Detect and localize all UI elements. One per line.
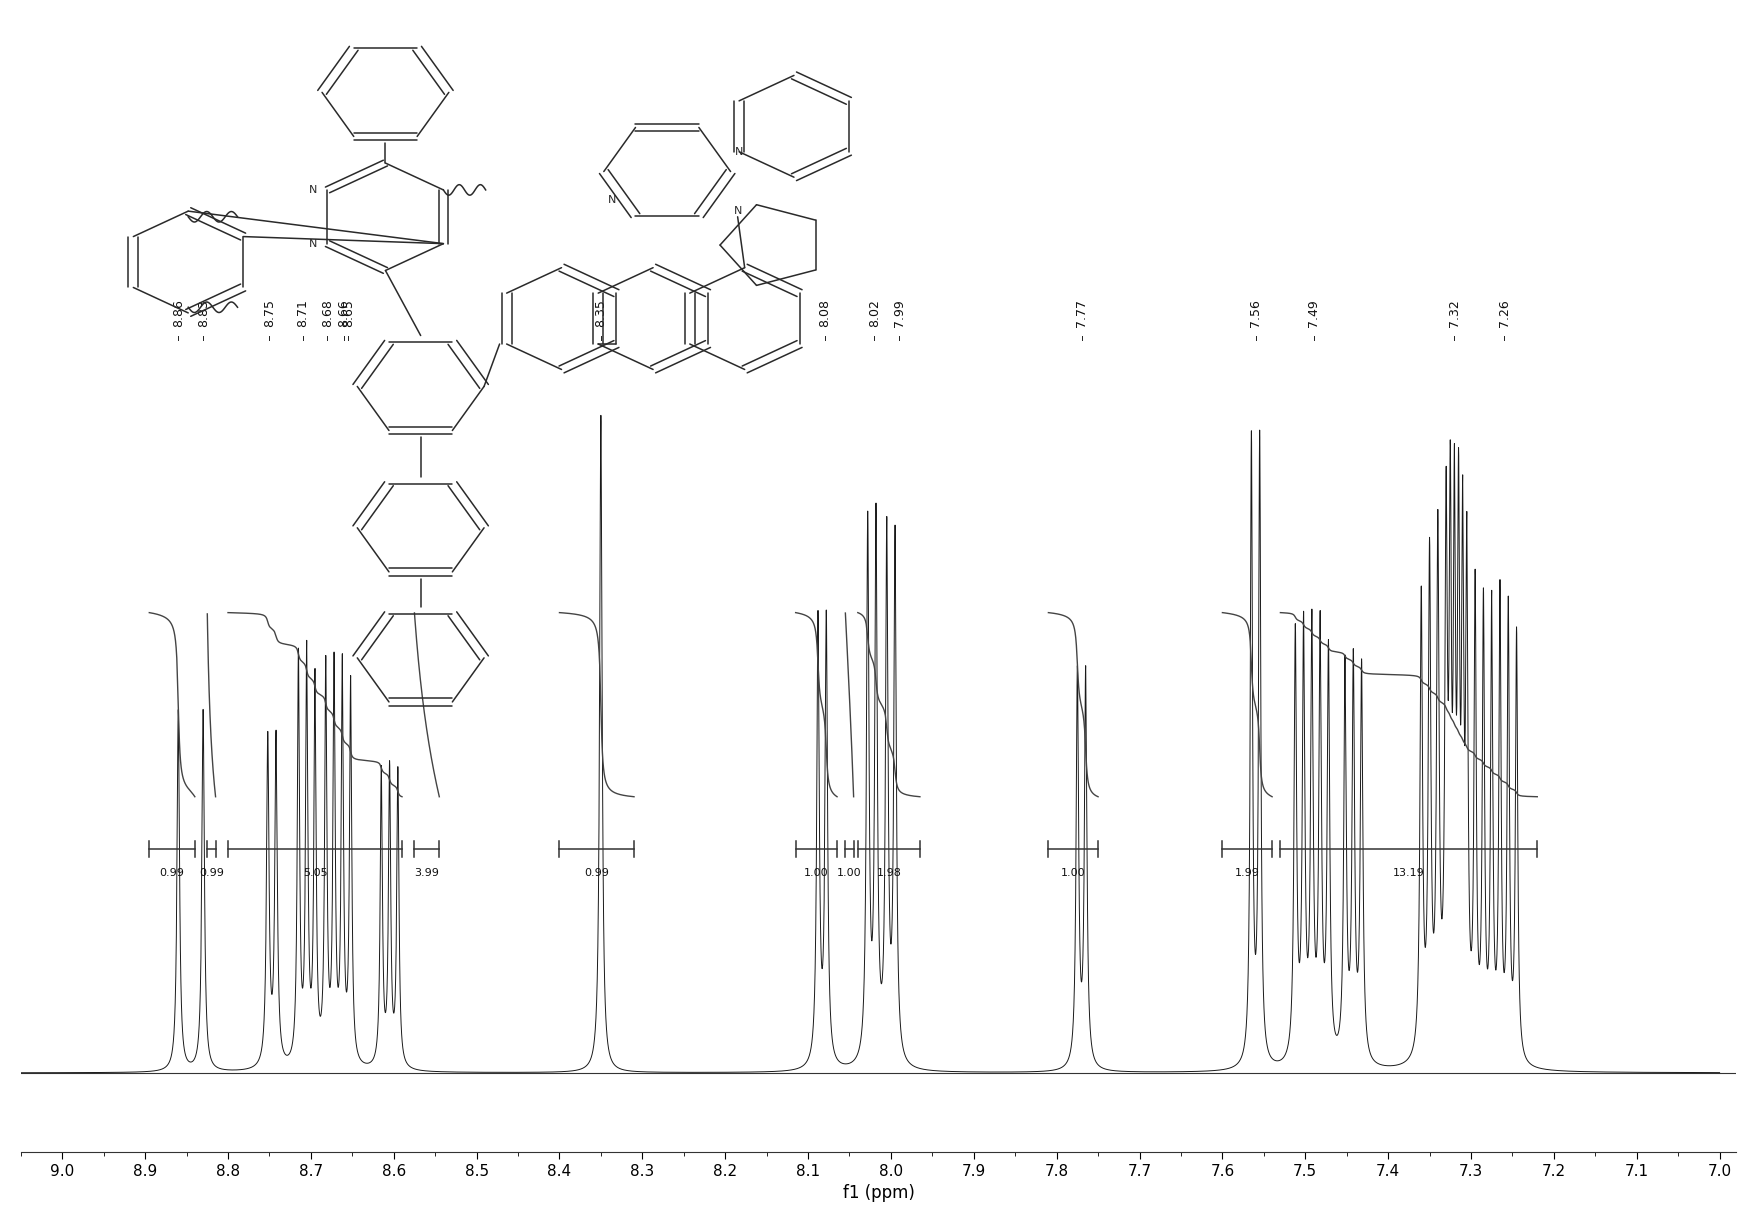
Text: 8.66: 8.66 [337,298,350,327]
Text: 0.99: 0.99 [585,868,610,878]
Text: N: N [733,207,741,216]
Text: 8.35: 8.35 [594,298,608,327]
Text: 8.86: 8.86 [172,298,184,327]
Text: 1.98: 1.98 [877,868,901,878]
Text: 0.99: 0.99 [160,868,184,878]
Text: 8.83: 8.83 [197,298,209,327]
Text: 7.77: 7.77 [1075,298,1088,327]
Text: 1.00: 1.00 [836,868,863,878]
Text: N: N [309,238,316,248]
Text: 0.99: 0.99 [199,868,223,878]
Text: 7.99: 7.99 [893,298,905,327]
Text: 8.02: 8.02 [868,298,880,327]
Text: 1.00: 1.00 [805,868,829,878]
Text: 7.49: 7.49 [1307,298,1320,327]
Text: N: N [608,194,617,204]
Text: 7.56: 7.56 [1249,298,1262,327]
Text: 1.00: 1.00 [1061,868,1086,878]
Text: N: N [734,147,743,157]
Text: 5.05: 5.05 [302,868,327,878]
Text: 8.68: 8.68 [322,298,334,327]
Text: 8.71: 8.71 [297,298,309,327]
X-axis label: f1 (ppm): f1 (ppm) [843,1184,914,1202]
Text: 1.99: 1.99 [1235,868,1260,878]
Text: 7.32: 7.32 [1448,298,1460,327]
Text: 8.08: 8.08 [819,298,831,327]
Text: 13.19: 13.19 [1393,868,1425,878]
Text: 8.75: 8.75 [264,298,276,327]
Text: 3.99: 3.99 [415,868,439,878]
Text: 8.65: 8.65 [341,298,355,327]
Text: 7.26: 7.26 [1497,298,1511,327]
Text: N: N [309,185,316,194]
